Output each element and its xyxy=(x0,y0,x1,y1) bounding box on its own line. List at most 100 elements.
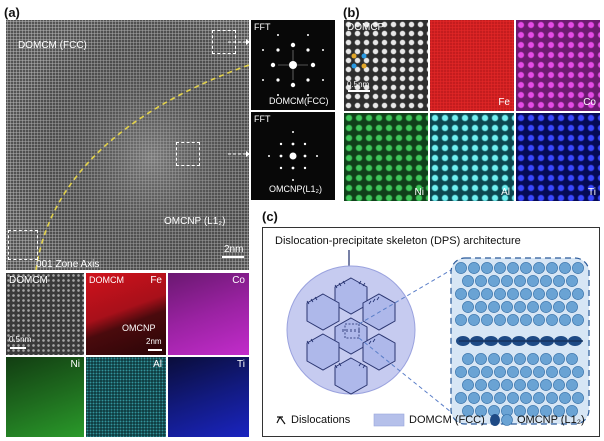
matrix-atom xyxy=(533,392,545,404)
interface-dashed-line xyxy=(35,64,249,270)
map-al: Al xyxy=(86,357,166,437)
map-ti-label: Ti xyxy=(237,359,245,370)
map-ti: Ti xyxy=(168,357,249,437)
matrix-atom xyxy=(475,379,487,391)
b-co-label: Co xyxy=(583,97,596,108)
zone-roi-box xyxy=(8,230,38,260)
matrix-atom xyxy=(514,353,526,365)
matrix-atom xyxy=(514,275,526,287)
matrix-atom xyxy=(481,392,493,404)
matrix-atom xyxy=(553,379,565,391)
matrix-atom xyxy=(566,405,578,417)
matrix-atom xyxy=(540,353,552,365)
map-co-label: Co xyxy=(232,275,245,286)
map-fe-scale: 2nm xyxy=(146,337,162,346)
matrix-atom xyxy=(566,379,578,391)
map-ni-label: Ni xyxy=(70,359,80,370)
dps-schematic xyxy=(276,250,590,427)
matrix-atom xyxy=(475,405,487,417)
b-tile-al: Al xyxy=(430,113,514,201)
matrix-atom xyxy=(566,275,578,287)
matrix-atom xyxy=(540,379,552,391)
matrix-atom xyxy=(572,314,584,326)
scale-bar xyxy=(222,256,244,258)
matrix-atom xyxy=(527,353,539,365)
matrix-atom xyxy=(520,366,532,378)
fft-bottom-tag: FFT xyxy=(254,114,271,124)
b-tile-co: Co xyxy=(516,20,600,111)
legend-omcnp: OMCNP (L1₂) xyxy=(517,414,585,426)
matrix-atom xyxy=(455,392,467,404)
matrix-atom xyxy=(455,288,467,300)
matrix-atom xyxy=(462,353,474,365)
legend-dislocation-symbol xyxy=(276,416,286,425)
b-ni-label: Ni xyxy=(414,187,424,198)
matrix-atom xyxy=(501,379,513,391)
b-ti-label: Ti xyxy=(588,187,596,198)
matrix-atom xyxy=(468,392,480,404)
b-fe-label: Fe xyxy=(498,97,510,108)
matrix-atom xyxy=(527,379,539,391)
panel-b-label: (b) xyxy=(343,5,360,20)
map-al-label: Al xyxy=(153,359,162,370)
matrix-atom xyxy=(501,275,513,287)
map-fe-label: Fe xyxy=(150,275,162,286)
b-tile-fe: Fe xyxy=(430,20,514,111)
region-fcc-label: DOMCM (FCC) xyxy=(18,40,87,51)
region-l12-label: OMCNP (L1₂) xyxy=(164,216,226,227)
matrix-atom xyxy=(481,366,493,378)
matrix-atom xyxy=(462,301,474,313)
matrix-atom xyxy=(566,301,578,313)
fft-top-tag: FFT xyxy=(254,22,271,32)
matrix-atom xyxy=(507,288,519,300)
matrix-atom xyxy=(553,405,565,417)
panel-c-frame: Dislocation-precipitate skeleton (DPS) a… xyxy=(262,227,600,437)
matrix-atom xyxy=(520,288,532,300)
matrix-atom xyxy=(546,288,558,300)
matrix-atom xyxy=(527,275,539,287)
matrix-atom xyxy=(468,366,480,378)
matrix-atom xyxy=(514,379,526,391)
matrix-atom xyxy=(533,288,545,300)
scale-bar-label: 2nm xyxy=(224,244,244,255)
matrix-atom xyxy=(559,288,571,300)
matrix-atom xyxy=(540,405,552,417)
matrix-atom xyxy=(520,314,532,326)
matrix-atom xyxy=(501,353,513,365)
legend-domcm: DOMCM (FCC) xyxy=(409,414,485,426)
zone-axis-label: 001 Zone Axis xyxy=(36,259,100,270)
b-domcp-label: DOMCP xyxy=(347,22,385,33)
map-fe-sub1: DOMCM xyxy=(89,275,124,285)
map-ni: Ni xyxy=(6,357,84,437)
legend-precip-light xyxy=(501,414,513,426)
b-scale: 0.5nm xyxy=(347,80,370,89)
matrix-atom xyxy=(507,366,519,378)
matrix-atom xyxy=(488,379,500,391)
map-fe-sub2: OMCNP xyxy=(122,323,156,333)
matrix-atom xyxy=(475,301,487,313)
map-fe-scalebar xyxy=(148,349,162,351)
matrix-atom xyxy=(514,405,526,417)
matrix-atom xyxy=(553,301,565,313)
map-fe: DOMCM Fe OMCNP 2nm xyxy=(86,273,166,355)
matrix-atom xyxy=(494,392,506,404)
matrix-atom xyxy=(481,262,493,274)
panel-c-label: (c) xyxy=(262,209,278,224)
matrix-atom xyxy=(546,366,558,378)
matrix-atom xyxy=(462,275,474,287)
matrix-atom xyxy=(572,288,584,300)
matrix-atom xyxy=(468,314,480,326)
matrix-atom xyxy=(481,288,493,300)
matrix-atom xyxy=(533,262,545,274)
fft-fcc-image: FFT DOMCM(FCC) xyxy=(251,20,335,110)
matrix-atom xyxy=(566,353,578,365)
map-domcm-scalebar xyxy=(10,347,26,349)
matrix-atom xyxy=(559,392,571,404)
matrix-atom xyxy=(533,366,545,378)
matrix-atom xyxy=(546,262,558,274)
matrix-atom xyxy=(468,262,480,274)
matrix-atom xyxy=(559,314,571,326)
matrix-atom xyxy=(501,301,513,313)
unit-cell-icon xyxy=(351,53,367,69)
legend-precip-dark xyxy=(490,414,500,426)
